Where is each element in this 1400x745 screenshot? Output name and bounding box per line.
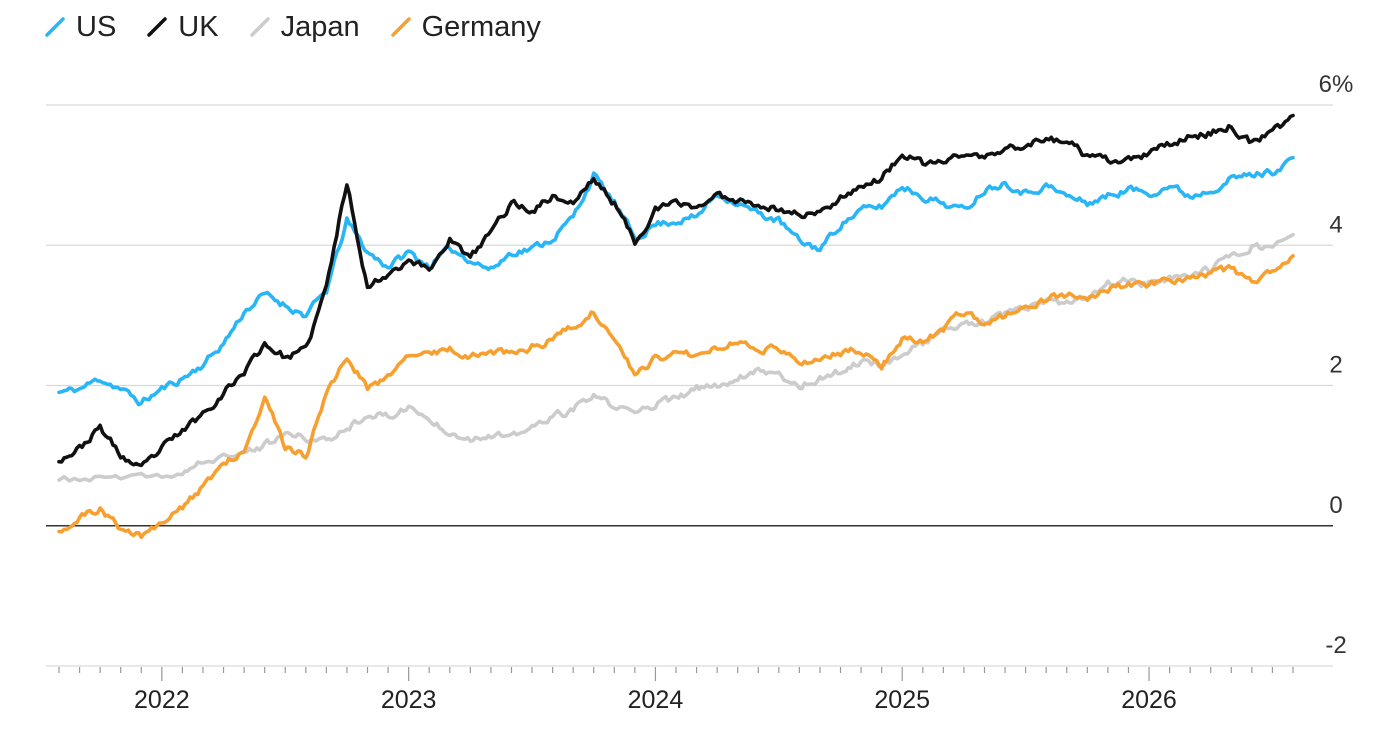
y-tick-label: -2 xyxy=(1325,632,1346,659)
legend-item-us: US xyxy=(44,11,116,44)
y-tick-label: 0 xyxy=(1329,492,1342,519)
chart-legend: US UK Japan Germany xyxy=(44,8,541,46)
y-axis-labels: 6% 4 2 0 -2 xyxy=(1319,71,1354,659)
y-tick-label: 4 xyxy=(1329,211,1342,238)
y-tick-label: 2 xyxy=(1329,352,1342,379)
x-axis: 2022 2023 2024 2025 2026 xyxy=(58,667,1294,714)
legend-swatch-us xyxy=(45,17,65,37)
y-tick-label: 6% xyxy=(1319,71,1354,98)
series-line-us xyxy=(57,155,1295,407)
legend-swatch-germany xyxy=(390,17,411,37)
series-line-germany xyxy=(57,254,1295,540)
legend-label-us: US xyxy=(76,10,117,43)
legend-item-germany: Germany xyxy=(390,11,541,44)
legend-swatch-japan xyxy=(249,17,270,37)
legend-label-japan: Japan xyxy=(280,10,360,43)
legend-item-japan: Japan xyxy=(249,11,360,44)
series-lines xyxy=(57,113,1295,540)
x-tick-label: 2022 xyxy=(134,686,190,714)
x-tick-label: 2025 xyxy=(874,686,930,714)
x-tick-label: 2023 xyxy=(381,686,437,714)
legend-label-uk: UK xyxy=(178,10,219,43)
series-line-uk xyxy=(57,113,1295,468)
x-tick-label: 2026 xyxy=(1121,686,1177,714)
x-tick-label: 2024 xyxy=(628,686,684,714)
legend-label-germany: Germany xyxy=(421,10,541,43)
legend-swatch-uk xyxy=(147,17,168,37)
series-line-japan xyxy=(57,232,1295,483)
gridlines xyxy=(46,104,1333,667)
legend-item-uk: UK xyxy=(146,10,219,44)
